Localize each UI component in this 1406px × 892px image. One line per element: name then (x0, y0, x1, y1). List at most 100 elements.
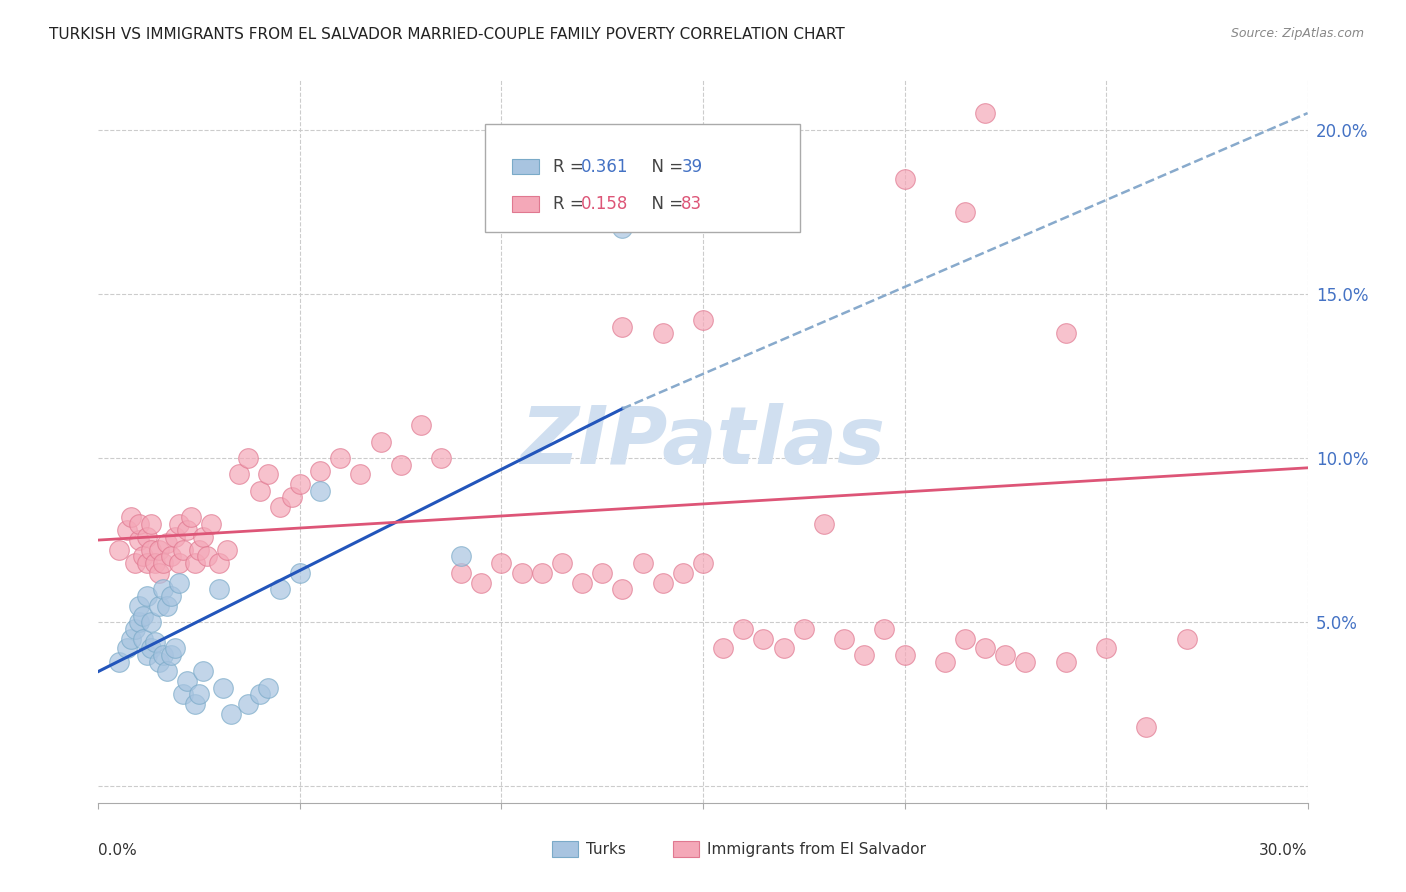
Point (389, 458, 412, 472)
Point (135, 648, 157, 662)
Point (135, 530, 157, 544)
Point (269, 582, 291, 597)
Point (470, 575, 492, 590)
Point (793, 622, 815, 636)
Point (733, 622, 755, 636)
Text: ZIPatlas: ZIPatlas (520, 402, 886, 481)
Point (288, 566, 311, 580)
Text: TURKISH VS IMMIGRANTS FROM EL SALVADOR MARRIED-COUPLE FAMILY POVERTY CORRELATION: TURKISH VS IMMIGRANTS FROM EL SALVADOR M… (49, 27, 845, 42)
Point (309, 464, 332, 478)
Point (309, 483, 332, 498)
Point (813, 516, 835, 531)
Point (124, 622, 146, 636)
Point (409, 418, 432, 433)
Point (450, 566, 472, 580)
Point (193, 530, 215, 544)
Point (180, 510, 202, 524)
Point (128, 615, 150, 630)
Point (135, 589, 157, 603)
Point (510, 566, 533, 580)
Point (236, 450, 259, 465)
Point (893, 648, 915, 662)
Point (148, 542, 170, 557)
Point (612, 221, 634, 235)
Text: 83: 83 (682, 195, 703, 213)
Text: 0.158: 0.158 (581, 195, 628, 213)
Point (1135, 720, 1157, 734)
Point (329, 450, 352, 465)
Bar (512, 159, 538, 175)
Point (176, 674, 198, 689)
Point (228, 467, 250, 482)
Text: N =: N = (641, 195, 689, 213)
Point (148, 566, 170, 580)
Point (193, 665, 215, 679)
Point (172, 542, 194, 557)
Point (172, 687, 194, 701)
Point (107, 542, 129, 557)
Point (631, 556, 654, 570)
Text: R =: R = (553, 195, 589, 213)
Point (163, 530, 186, 544)
Point (156, 599, 179, 613)
Point (135, 556, 157, 570)
Point (167, 556, 190, 570)
Point (152, 582, 174, 597)
Point (752, 632, 775, 646)
Point (139, 542, 162, 557)
Point (139, 516, 162, 531)
Point (184, 556, 207, 570)
Point (692, 313, 714, 327)
Point (156, 665, 179, 679)
Point (128, 599, 150, 613)
Text: 30.0%: 30.0% (1260, 843, 1308, 857)
Point (148, 655, 170, 669)
Point (160, 648, 183, 662)
Point (974, 641, 997, 656)
Point (132, 549, 155, 564)
Point (612, 582, 634, 597)
Point (152, 648, 174, 662)
Point (132, 632, 155, 646)
Point (176, 523, 198, 537)
Point (208, 556, 231, 570)
Point (349, 467, 371, 482)
Text: Turks: Turks (586, 841, 626, 856)
Point (430, 450, 453, 465)
Point (591, 566, 613, 580)
Point (873, 622, 896, 636)
Point (1175, 632, 1198, 646)
Text: 0.361: 0.361 (581, 158, 628, 176)
Point (120, 632, 142, 646)
Point (167, 575, 190, 590)
Point (491, 556, 513, 570)
Point (188, 687, 211, 701)
Text: Source: ZipAtlas.com: Source: ZipAtlas.com (1230, 27, 1364, 40)
Point (893, 171, 915, 186)
Point (160, 549, 183, 564)
Point (651, 575, 673, 590)
Point (139, 615, 162, 630)
Point (200, 516, 222, 531)
Point (772, 641, 794, 656)
Point (115, 641, 138, 656)
Point (167, 516, 190, 531)
Point (107, 655, 129, 669)
Text: 39: 39 (682, 158, 703, 176)
Point (143, 635, 166, 649)
Point (120, 510, 142, 524)
Point (281, 491, 304, 505)
Point (208, 582, 231, 597)
Point (551, 556, 574, 570)
Point (692, 556, 714, 570)
FancyBboxPatch shape (485, 124, 800, 232)
Point (953, 632, 976, 646)
Point (115, 523, 138, 537)
Point (711, 641, 734, 656)
Text: 0.0%: 0.0% (98, 843, 138, 857)
Point (1054, 326, 1077, 340)
Point (994, 648, 1017, 662)
Point (128, 516, 150, 531)
Text: N =: N = (641, 158, 689, 176)
Point (571, 575, 593, 590)
